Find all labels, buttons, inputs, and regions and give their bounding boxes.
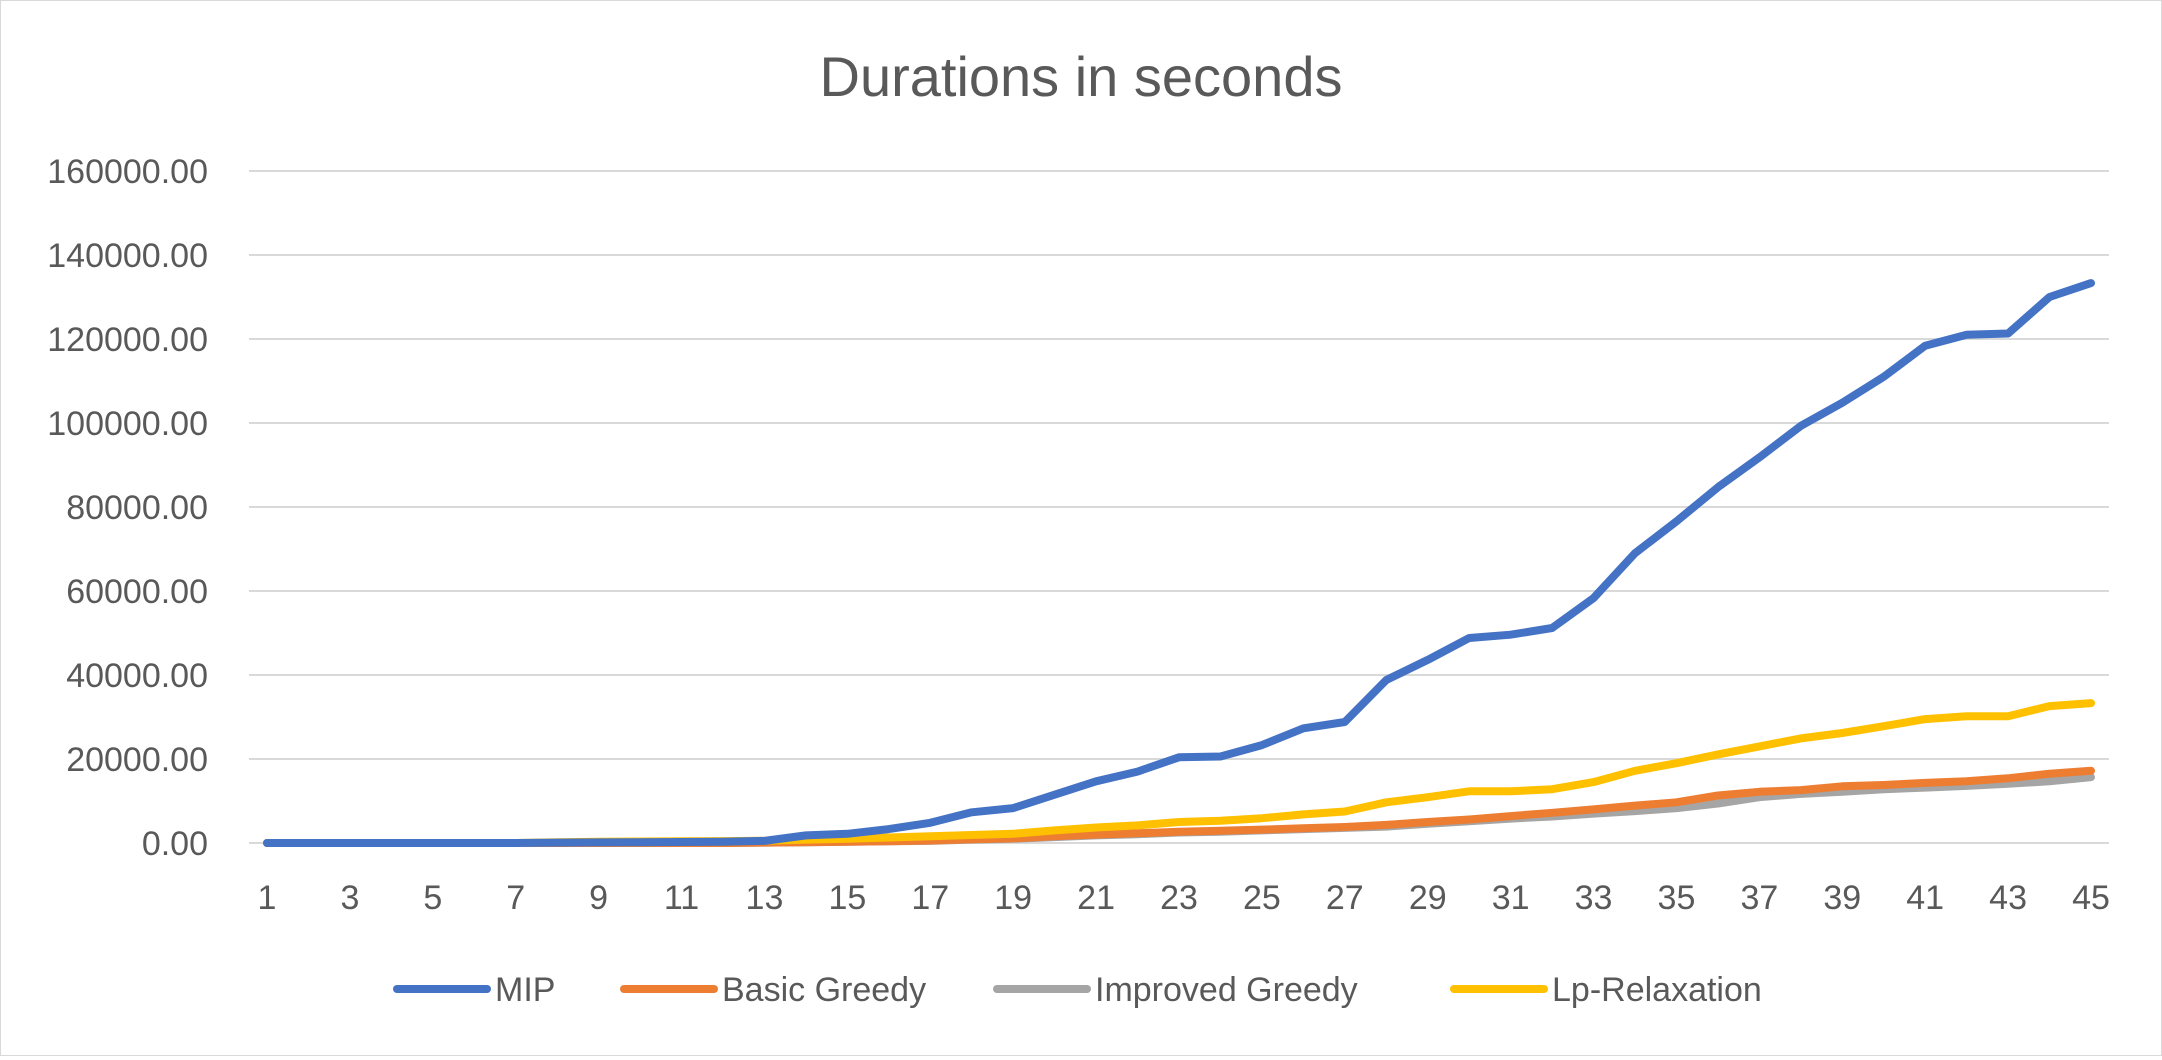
x-axis-ticks: 1 3 5 7 9 11 13 15 17 19 21 23 25 27 29 31 33 35 37 39 41 43 4…: [258, 879, 2110, 917]
x-tick-label: 11: [664, 879, 699, 917]
series-line-basic-greedy: [263, 766, 2095, 847]
legend-label: Improved Greedy: [1095, 971, 1358, 1009]
y-tick-label: 100000.00: [47, 405, 208, 443]
x-tick-label: 1: [258, 879, 277, 917]
x-tick-label: 27: [1326, 879, 1364, 917]
y-tick-label: 40000.00: [66, 657, 208, 695]
y-tick-label: 140000.00: [47, 237, 208, 275]
x-tick-label: 29: [1409, 879, 1447, 917]
x-tick-label: 3: [340, 879, 359, 917]
x-tick-label: 35: [1658, 879, 1696, 917]
x-tick-label: 43: [1989, 879, 2027, 917]
x-tick-label: 21: [1077, 879, 1115, 917]
x-tick-label: 5: [423, 879, 442, 917]
x-tick-label: 41: [1906, 879, 1944, 917]
x-tick-label: 39: [1823, 879, 1861, 917]
gridlines: [249, 170, 2109, 844]
legend-label: MIP: [495, 971, 555, 1009]
x-tick-label: 17: [911, 879, 949, 917]
y-tick-label: 60000.00: [66, 573, 208, 611]
x-tick-label: 25: [1243, 879, 1281, 917]
y-tick-label: 0.00: [142, 825, 208, 863]
chart-title: Durations in seconds: [820, 45, 1343, 108]
x-tick-label: 19: [994, 879, 1032, 917]
x-tick-label: 31: [1492, 879, 1530, 917]
x-tick-label: 33: [1575, 879, 1613, 917]
series-line-lp-relaxation: [263, 699, 2095, 847]
legend-label: Lp-Relaxation: [1552, 971, 1762, 1009]
y-axis-ticks: 0.00 20000.00 40000.00 60000.00 80000.00 1000…: [47, 153, 208, 863]
y-tick-label: 160000.00: [47, 153, 208, 191]
x-tick-label: 13: [746, 879, 784, 917]
series-line-mip: [263, 279, 2095, 847]
x-tick-label: 7: [506, 879, 525, 917]
legend: MIP Basic Greedy Improved Greedy Lp-Relaxat…: [393, 971, 1762, 1009]
y-tick-label: 120000.00: [47, 321, 208, 359]
y-tick-label: 20000.00: [66, 741, 208, 779]
y-tick-label: 80000.00: [66, 489, 208, 527]
series-lines: [263, 279, 2095, 847]
x-tick-label: 15: [828, 879, 866, 917]
x-tick-label: 45: [2072, 879, 2110, 917]
legend-label: Basic Greedy: [722, 971, 926, 1009]
x-tick-label: 9: [589, 879, 608, 917]
x-tick-label: 37: [1740, 879, 1778, 917]
x-tick-label: 23: [1160, 879, 1198, 917]
